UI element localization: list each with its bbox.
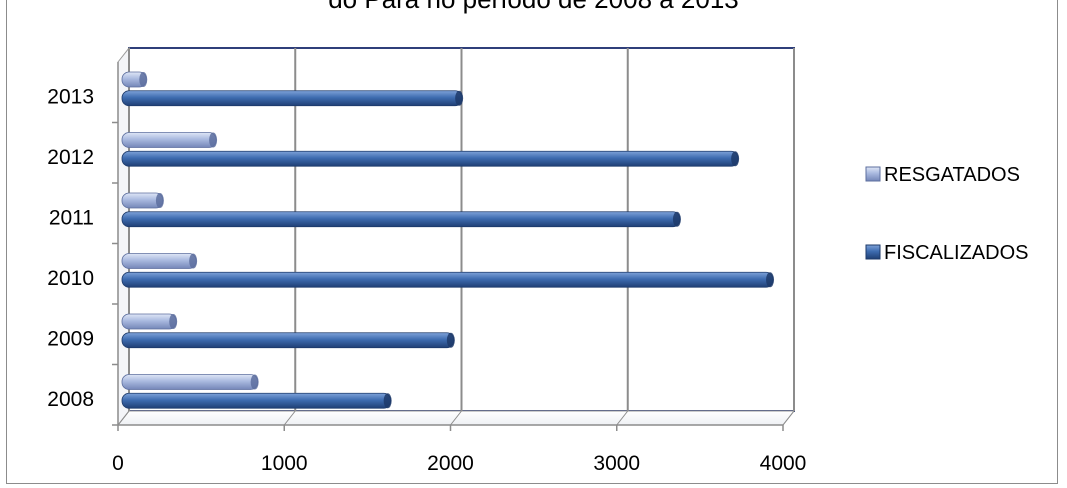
x-tick-label: 2000 (427, 452, 474, 475)
bar-cap (139, 72, 148, 88)
bar-body (121, 90, 463, 107)
bar-fiscalizados-2013 (121, 90, 464, 107)
gridlines (117, 48, 795, 426)
bar-cap (446, 332, 455, 348)
bar-cap (455, 90, 464, 106)
axes: 0 1000 2000 3000 4000 2008 2009 2010 2011 2012 201… (47, 62, 806, 475)
bar-body (121, 374, 259, 390)
y-category-label: 2012 (47, 146, 94, 169)
bar-fiscalizados-2010 (121, 271, 775, 288)
floor-gridline (283, 410, 296, 426)
bar-resgatados-2011 (121, 192, 164, 209)
bar-resgatados-2008 (121, 374, 259, 390)
bar-cap (672, 211, 681, 227)
x-tick-label: 4000 (760, 452, 807, 475)
bar-body (121, 253, 197, 269)
bar-cap (250, 374, 259, 390)
bar-body (121, 132, 217, 148)
bar-resgatados-2012 (121, 132, 218, 148)
legend: RESGATADOS FISCALIZADOS (865, 164, 1028, 264)
bar-cap (209, 132, 218, 148)
bar-fiscalizados-2008 (121, 392, 392, 409)
chart-title: do Pará no período de 2008 a 2013 (0, 0, 1067, 15)
y-category-label: 2011 (49, 206, 94, 229)
bar-resgatados-2009 (121, 313, 178, 330)
y-category-label: 2010 (47, 267, 94, 290)
bar-body (121, 211, 681, 228)
legend-swatch (865, 166, 881, 182)
bar-cap (189, 253, 198, 269)
x-tick-label: 1000 (261, 452, 308, 475)
bar-fiscalizados-2011 (121, 211, 681, 228)
floor-gridline (450, 410, 462, 426)
y-category-label: 2013 (47, 85, 94, 108)
floor-gridline (782, 410, 795, 426)
legend-label: RESGATADOS (884, 164, 1020, 186)
floor-gridline (616, 410, 629, 426)
bars (121, 71, 775, 409)
bar-resgatados-2013 (121, 71, 148, 88)
bar-fiscalizados-2012 (121, 150, 740, 167)
bar-cap (731, 151, 740, 167)
bar-body (121, 150, 739, 167)
bar-body (121, 392, 392, 409)
bar-cap (383, 393, 392, 409)
floor-gridline (117, 410, 130, 426)
chart-frame (6, 0, 1058, 484)
bar-cap (155, 193, 164, 209)
bar-cap (766, 272, 775, 288)
x-tick-label: 3000 (593, 452, 640, 475)
y-category-label: 2008 (47, 388, 94, 411)
x-tick-label: 0 (112, 452, 124, 475)
y-category-label: 2009 (47, 327, 94, 350)
bar-fiscalizados-2009 (121, 332, 455, 349)
bar-body (121, 313, 177, 330)
bar-body (121, 332, 455, 349)
bar-cap (169, 314, 178, 330)
legend-label: FISCALIZADOS (884, 242, 1028, 264)
bar-body (121, 271, 774, 288)
bar-resgatados-2010 (121, 253, 198, 269)
legend-swatch (865, 244, 881, 260)
